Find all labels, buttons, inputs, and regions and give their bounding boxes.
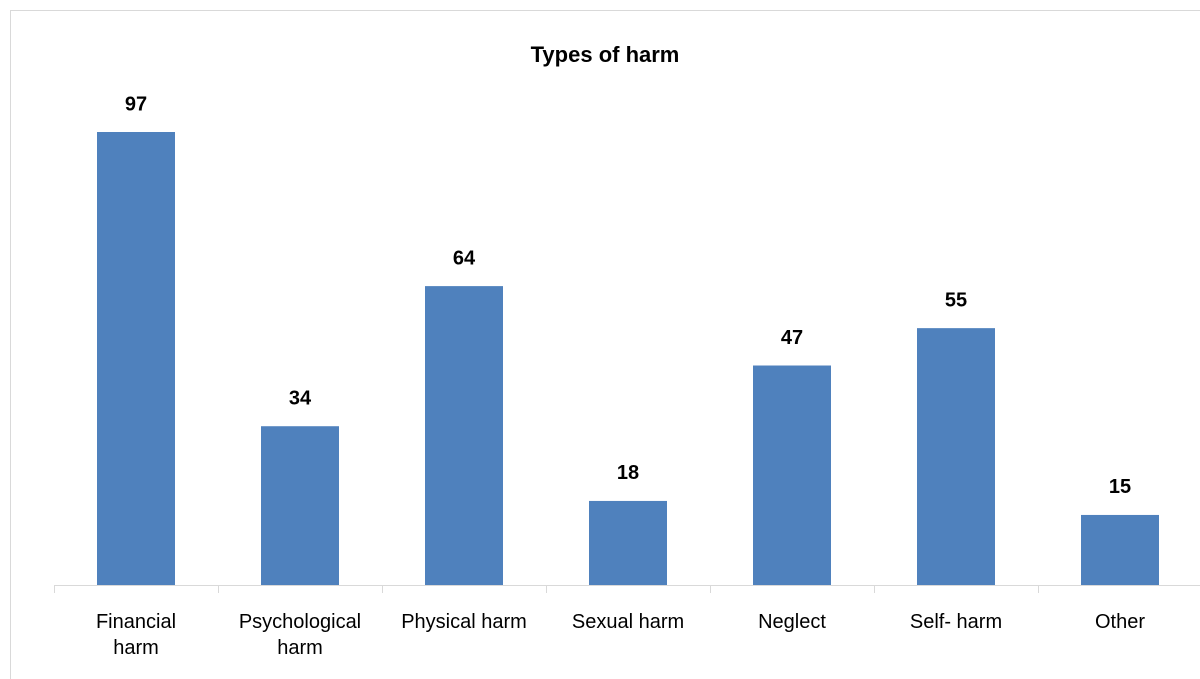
x-tick-label: Sexual harm	[571, 611, 685, 633]
x-tick-label: Self- harm	[909, 611, 1003, 633]
bar	[917, 328, 995, 585]
value-label: 97	[125, 93, 147, 115]
x-tick-label: Financial harm	[95, 611, 177, 659]
bar	[589, 500, 667, 585]
value-label: 34	[289, 387, 312, 409]
bar	[753, 365, 831, 585]
value-label: 55	[945, 289, 967, 311]
x-tick-label: Physical harm	[401, 611, 527, 633]
value-label: 15	[1109, 476, 1131, 498]
value-label: 18	[617, 462, 639, 484]
chart-title: Types of harm	[531, 42, 680, 67]
chart-frame	[10, 10, 1200, 679]
bar	[97, 132, 175, 585]
x-tick-label: Psychological harm	[238, 611, 362, 659]
bar	[425, 286, 503, 585]
x-tick-label: Other	[1094, 611, 1146, 633]
bar	[261, 426, 339, 585]
value-label: 47	[781, 327, 803, 349]
x-tick-label: Neglect	[758, 611, 826, 633]
bar	[1081, 514, 1159, 585]
value-label: 64	[453, 247, 476, 269]
